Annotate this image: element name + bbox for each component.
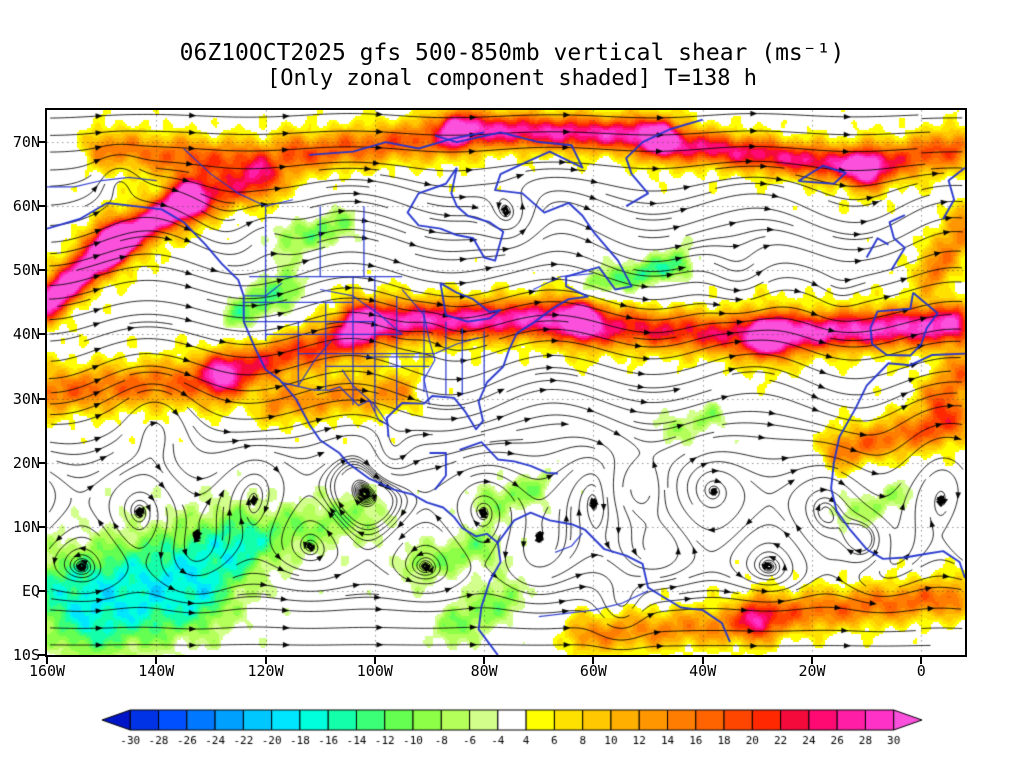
- lat-tick-mark: [38, 397, 45, 400]
- lon-tick-mark: [483, 657, 486, 664]
- lat-tick-mark: [38, 461, 45, 464]
- lat-tick-label: 10S: [12, 646, 40, 664]
- shear-streamline-map-canvas: [47, 110, 965, 655]
- lon-tick-mark: [592, 657, 595, 664]
- lon-tick-label: 20W: [798, 662, 826, 680]
- lat-tick-label: 40N: [12, 325, 40, 344]
- lon-tick-mark: [264, 657, 267, 664]
- chart-title: 06Z10OCT2025 gfs 500-850mb vertical shea…: [0, 40, 1024, 92]
- lat-tick-mark: [38, 333, 45, 336]
- lat-tick-label: 50N: [12, 261, 40, 280]
- lon-tick-mark: [373, 657, 376, 664]
- lon-tick-label: 100W: [356, 662, 393, 680]
- lon-tick-label: 40W: [689, 662, 717, 680]
- lon-tick-mark: [811, 657, 813, 664]
- lon-tick-mark: [920, 657, 923, 664]
- lat-tick-label: 20N: [12, 453, 40, 472]
- lon-tick-label: 140W: [138, 662, 175, 680]
- lat-tick-mark: [38, 589, 45, 592]
- lat-tick-mark: [38, 525, 45, 528]
- chart-title-line2: [Only zonal component shaded] T=138 h: [266, 66, 758, 92]
- chart-title-line1: 06Z10OCT2025 gfs 500-850mb vertical shea…: [179, 40, 845, 66]
- lat-tick-label: EQ: [21, 581, 40, 600]
- lon-tick-mark: [701, 657, 704, 664]
- lat-tick-label: 10N: [12, 517, 40, 536]
- lon-tick-label: 160W: [28, 662, 66, 680]
- lat-tick-label: 60N: [12, 197, 40, 216]
- lat-tick-label: 30N: [12, 389, 40, 408]
- colorbar: [72, 702, 952, 756]
- lon-tick-label: 60W: [579, 662, 607, 680]
- lon-tick-label: 0: [916, 662, 926, 680]
- lat-tick-mark: [38, 654, 45, 656]
- lat-tick-label: 70N: [12, 133, 40, 152]
- lat-tick-mark: [38, 141, 45, 144]
- lat-tick-mark: [38, 269, 45, 272]
- lon-tick-label: 120W: [247, 662, 284, 680]
- lon-tick-mark: [155, 657, 158, 664]
- lon-tick-label: 80W: [470, 662, 498, 680]
- lat-tick-mark: [38, 205, 45, 208]
- lon-tick-mark: [46, 657, 48, 664]
